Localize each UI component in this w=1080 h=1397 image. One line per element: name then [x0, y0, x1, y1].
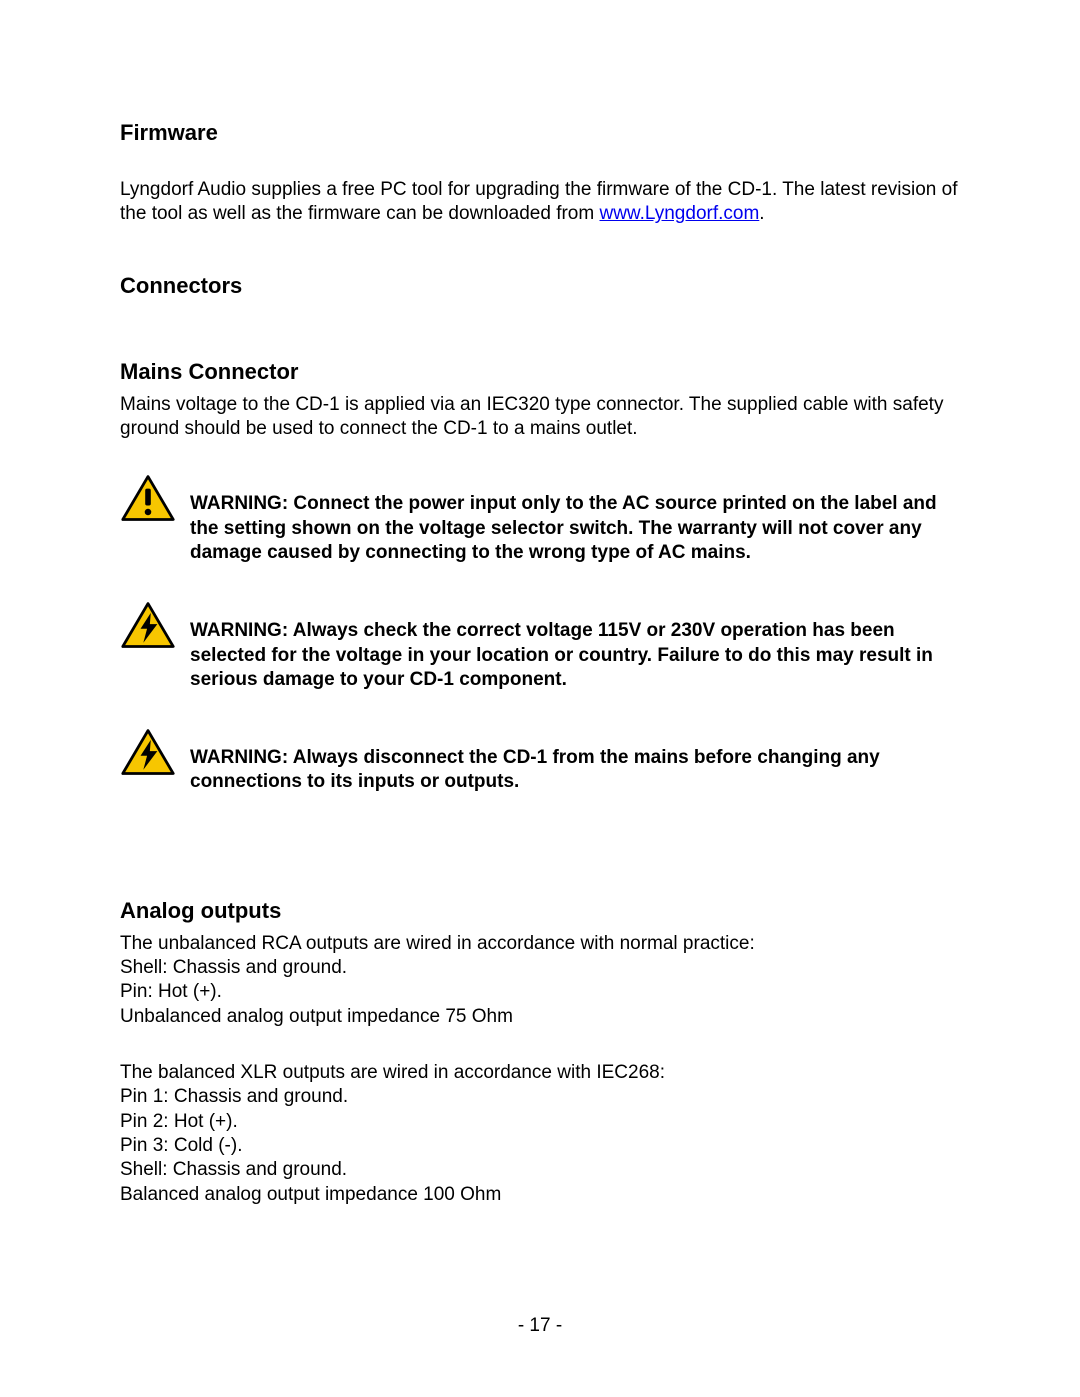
rca-line: Shell: Chassis and ground.: [120, 956, 960, 980]
exclamation-bar: [145, 489, 151, 506]
warning-row: WARNING: Connect the power input only to…: [120, 473, 960, 584]
mains-body: Mains voltage to the CD-1 is applied via…: [120, 393, 960, 442]
rca-line: The unbalanced RCA outputs are wired in …: [120, 932, 960, 956]
warning-lightning-icon: [120, 600, 176, 650]
rca-line: Unbalanced analog output impedance 75 Oh…: [120, 1005, 960, 1029]
firmware-link[interactable]: www.Lyngdorf.com: [599, 203, 759, 224]
warning-row: WARNING: Always check the correct voltag…: [120, 600, 960, 711]
analog-heading: Analog outputs: [120, 898, 960, 924]
firmware-heading: Firmware: [120, 120, 960, 146]
firmware-body: Lyngdorf Audio supplies a free PC tool f…: [120, 178, 960, 227]
xlr-line: The balanced XLR outputs are wired in ac…: [120, 1061, 960, 1085]
mains-heading: Mains Connector: [120, 359, 960, 385]
warning-text: WARNING: Always disconnect the CD-1 from…: [190, 746, 960, 795]
warning-row: WARNING: Always disconnect the CD-1 from…: [120, 727, 960, 814]
xlr-line: Pin 3: Cold (-).: [120, 1134, 960, 1158]
xlr-line: Shell: Chassis and ground.: [120, 1158, 960, 1182]
firmware-body-pre: Lyngdorf Audio supplies a free PC tool f…: [120, 179, 958, 224]
warning-text: WARNING: Always check the correct voltag…: [190, 619, 960, 692]
connectors-heading: Connectors: [120, 273, 960, 299]
warning-lightning-icon: [120, 727, 176, 777]
page-number: - 17 -: [0, 1315, 1080, 1337]
exclamation-dot: [145, 509, 152, 516]
rca-line: Pin: Hot (+).: [120, 980, 960, 1004]
document-page: Firmware Lyngdorf Audio supplies a free …: [0, 0, 1080, 1397]
xlr-line: Balanced analog output impedance 100 Ohm: [120, 1183, 960, 1207]
firmware-body-post: .: [759, 203, 764, 224]
xlr-line: Pin 1: Chassis and ground.: [120, 1085, 960, 1109]
warning-text: WARNING: Connect the power input only to…: [190, 492, 960, 565]
xlr-line: Pin 2: Hot (+).: [120, 1110, 960, 1134]
warning-exclamation-icon: [120, 473, 176, 523]
